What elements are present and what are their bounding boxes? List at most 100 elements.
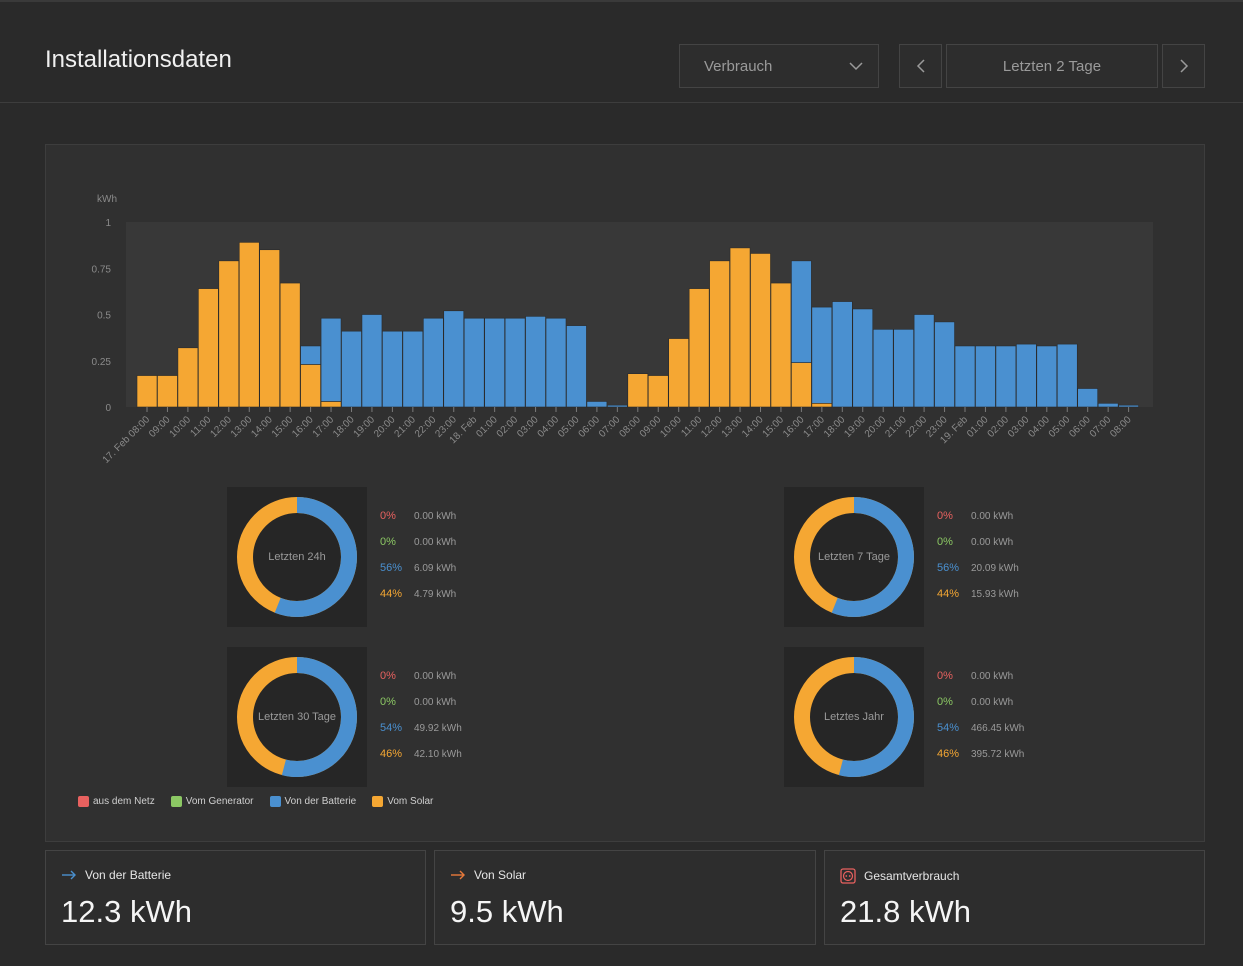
legend-label-grid: aus dem Netz [93, 796, 155, 807]
bar-battery[interactable] [1097, 402, 1119, 408]
x-tick-label: 13:00 [720, 414, 746, 440]
x-tick-label: 10:00 [168, 414, 194, 440]
bar-solar[interactable] [259, 249, 280, 408]
donut-ring [794, 657, 914, 777]
bar-battery[interactable] [566, 325, 587, 408]
bar-battery[interactable] [1016, 343, 1037, 408]
bar-battery[interactable] [934, 321, 955, 408]
stat-percent: 44% [937, 588, 960, 600]
donut-chart[interactable]: Letzten 7 Tage [784, 487, 924, 627]
stat-percent: 56% [937, 562, 960, 574]
bar-solar[interactable] [198, 288, 219, 408]
stat-percent: 0% [380, 510, 396, 522]
bar-battery[interactable] [811, 306, 833, 404]
card-value: 21.8 kWh [840, 894, 971, 929]
bar-solar[interactable] [750, 253, 771, 408]
bar-battery[interactable] [831, 301, 853, 408]
bar-battery[interactable] [852, 308, 874, 408]
bar-solar[interactable] [709, 260, 730, 408]
donut-ring [237, 497, 357, 617]
bar-battery[interactable] [402, 330, 424, 408]
legend-item-solar[interactable]: Vom Solar [372, 796, 433, 807]
bar-battery[interactable] [607, 404, 628, 408]
bar-battery[interactable] [995, 345, 1017, 408]
donut-chart[interactable]: Letzten 24h [227, 487, 367, 627]
bar-solar[interactable] [320, 401, 342, 408]
x-tick-label: 22:00 [413, 414, 439, 440]
bar-battery[interactable] [1118, 404, 1139, 408]
bar-solar[interactable] [218, 260, 240, 408]
bar-battery[interactable] [443, 310, 465, 408]
bar-solar[interactable] [688, 288, 710, 408]
stat-percent: 46% [937, 748, 960, 760]
bar-solar[interactable] [177, 347, 199, 408]
bar-solar[interactable] [647, 375, 669, 408]
bar-battery[interactable] [463, 317, 485, 408]
bar-battery[interactable] [1056, 343, 1078, 408]
card-label: Gesamtverbrauch [864, 869, 960, 883]
donut-chart[interactable]: Letztes Jahr [784, 647, 924, 787]
arrow-right-icon [451, 870, 465, 880]
bar-solar[interactable] [300, 364, 321, 408]
bar-battery[interactable] [954, 345, 976, 408]
legend-swatch-solar [372, 796, 384, 807]
bar-solar[interactable] [729, 247, 751, 408]
bar-battery[interactable] [1077, 388, 1098, 408]
x-tick-label: 14:00 [249, 414, 275, 440]
x-tick-label: 17:00 [801, 414, 827, 440]
chart-panel: kWh 0 0.25 0.5 0.75 1 17. Feb 08:00 09:00 10:00… [45, 144, 1205, 842]
legend-item-grid[interactable]: aus dem Netz [78, 796, 155, 807]
bar-battery[interactable] [382, 330, 403, 408]
x-tick-label: 02:00 [986, 414, 1012, 440]
x-tick-label: 19:00 [352, 414, 378, 440]
bar-solar[interactable] [791, 362, 812, 408]
bar-solar[interactable] [811, 402, 833, 408]
bar-battery[interactable] [1036, 345, 1058, 408]
bar-solar[interactable] [238, 242, 260, 408]
stat-percent: 54% [937, 722, 960, 734]
donut-period-label: Letzten 30 Tage [257, 711, 337, 723]
x-tick-label: 05:00 [1047, 414, 1073, 440]
bar-solar[interactable] [136, 375, 158, 408]
bar-solar[interactable] [157, 375, 178, 408]
legend-item-generator[interactable]: Vom Generator [170, 796, 254, 807]
bar-battery[interactable] [484, 317, 505, 408]
x-tick-label: 08:00 [1108, 414, 1134, 440]
stat-percent: 44% [380, 588, 403, 600]
stat-percent: 0% [380, 670, 396, 682]
donut-ring [237, 657, 357, 777]
bar-battery[interactable] [872, 329, 894, 408]
bar-solar[interactable] [279, 282, 301, 408]
stat-value: 42.10 kWh [414, 749, 462, 760]
legend-swatch-generator [170, 796, 182, 807]
bar-battery[interactable] [586, 401, 608, 408]
bar-battery[interactable] [893, 329, 914, 408]
range-label-button[interactable]: Letzten 2 Tage [946, 44, 1158, 88]
donut-chart[interactable]: Letzten 30 Tage [227, 647, 367, 787]
bar-battery[interactable] [504, 317, 526, 408]
prev-range-button[interactable] [899, 44, 942, 88]
stat-value: 6.09 kWh [414, 563, 457, 574]
data-type-select[interactable]: Verbrauch [679, 44, 879, 88]
bar-battery[interactable] [525, 316, 546, 408]
bar-battery[interactable] [320, 317, 342, 402]
x-tick-label: 12:00 [699, 414, 725, 440]
stat-value: 15.93 kWh [971, 589, 1019, 600]
bar-solar[interactable] [770, 282, 792, 408]
next-range-button[interactable] [1162, 44, 1205, 88]
bar-solar[interactable] [668, 338, 690, 408]
bar-battery[interactable] [361, 314, 383, 408]
bar-battery[interactable] [975, 345, 996, 408]
bar-battery[interactable] [545, 317, 567, 408]
stat-value: 0.00 kWh [414, 511, 457, 522]
x-tick-label: 05:00 [556, 414, 582, 440]
bar-battery[interactable] [791, 260, 812, 363]
legend-item-battery[interactable]: Von der Batterie [269, 796, 356, 807]
x-tick-label: 09:00 [147, 414, 173, 440]
bar-solar[interactable] [627, 373, 649, 408]
bar-battery[interactable] [341, 330, 362, 408]
bar-battery[interactable] [300, 345, 321, 365]
stat-value: 20.09 kWh [971, 563, 1019, 574]
bar-battery[interactable] [422, 317, 444, 408]
bar-battery[interactable] [913, 314, 935, 408]
